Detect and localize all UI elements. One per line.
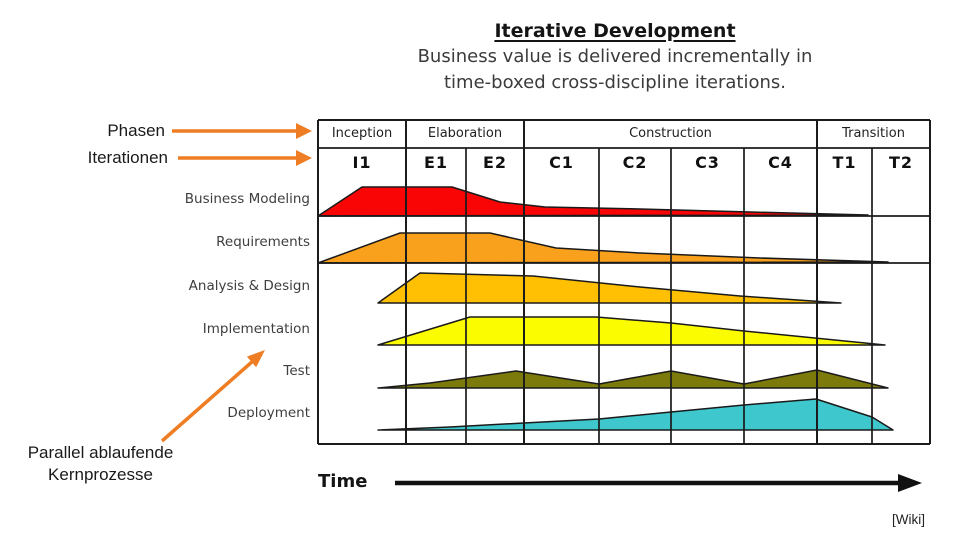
iteration-cell-e2: E2 [482,153,508,172]
phase-cell-construction: Construction [629,126,712,141]
time-arrow [395,474,922,492]
title-block: Iterative Development Business value is … [290,19,940,96]
iteration-cell-e1: E1 [423,153,449,172]
hump-test [377,369,889,389]
discipline-label-analysis-design: Analysis & Design [188,278,310,294]
phase-cell-elaboration: Elaboration [427,126,503,141]
time-label: Time [318,471,368,492]
iteration-cell-t2: T2 [888,153,914,172]
iterations-annotation-label: Iterationen [87,148,168,167]
discipline-label-implementation: Implementation [202,321,310,337]
discipline-label-test: Test [283,363,310,379]
hump-analysis-design [377,272,842,304]
discipline-label-requirements: Requirements [216,234,310,250]
diagram-subtitle-line2: time-boxed cross-discipline iterations. [443,72,786,93]
hump-implementation [377,316,886,346]
parallel-processes-label-line2: Kernprozesse [48,465,153,484]
hump-requirements [317,232,889,264]
iteration-cell-i1: I1 [352,153,372,172]
phase-cell-transition: Transition [842,126,905,141]
phases-arrow [172,123,312,139]
source-label: [Wiki] [892,512,925,527]
diagram-subtitle-line1: Business value is delivered incrementall… [417,46,813,67]
phase-cell-inception: Inception [331,126,393,141]
table-grid [317,119,931,445]
diagram-title: Iterative Development [494,20,736,42]
iteration-cell-c2: C2 [622,153,648,172]
iteration-cell-c4: C4 [768,153,793,172]
hump-deployment [377,398,894,431]
parallel-processes-label: Parallel ablaufende Kernprozesse [8,442,193,486]
iteration-cell-t1: T1 [832,153,857,172]
effort-humps [317,186,894,431]
discipline-label-deployment: Deployment [227,405,310,421]
iteration-cell-c3: C3 [695,153,720,172]
iterations-arrow [178,150,312,166]
iteration-cell-c1: C1 [549,153,574,172]
parallel-processes-label-line1: Parallel ablaufende [27,443,174,462]
discipline-label-business-modeling: Business Modeling [184,191,310,207]
parallel-processes-arrow [160,350,265,443]
hump-business-modeling [317,186,869,217]
phases-annotation-label: Phasen [107,121,165,140]
